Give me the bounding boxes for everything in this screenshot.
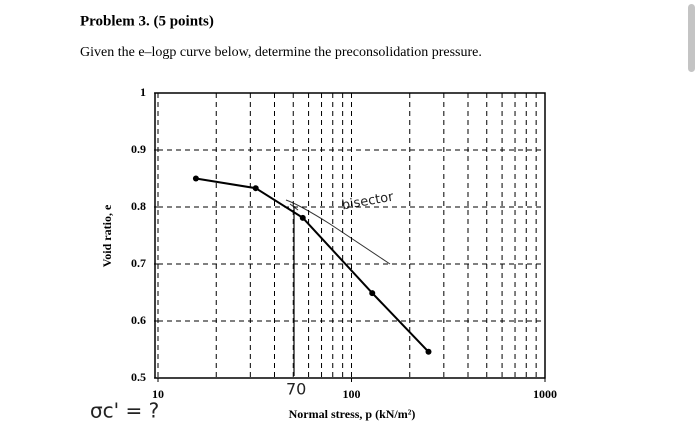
- pressure-note: 70: [286, 380, 306, 399]
- data-point: [252, 185, 259, 192]
- y-tick-label: 0.9: [131, 142, 146, 156]
- x-tick-label: 1000: [533, 387, 557, 401]
- y-axis-label: Void ratio, e: [100, 204, 114, 267]
- data-point: [425, 348, 432, 355]
- data-point: [192, 175, 199, 182]
- y-tick-label: 0.6: [131, 313, 146, 327]
- y-tick-label: 0.5: [131, 370, 146, 384]
- data-point: [299, 214, 306, 221]
- plot-frame: [154, 92, 546, 379]
- scrollbar[interactable]: [688, 4, 695, 72]
- bisector-line: [285, 199, 391, 265]
- x-tick-label: 100: [343, 387, 361, 401]
- x-tick-label: 10: [152, 387, 164, 401]
- answer-note: σc' = ?: [90, 399, 159, 423]
- data-point: [369, 290, 376, 297]
- x-axis-label: Normal stress, p (kN/m²): [289, 407, 416, 421]
- y-tick-label: 0.7: [131, 256, 146, 270]
- y-tick-label: 0.8: [131, 199, 146, 213]
- problem-title: Problem 3. (5 points): [80, 13, 214, 29]
- hand-annotations: [285, 199, 391, 376]
- bisector-note: bisector: [341, 189, 396, 213]
- y-tick-label: 1: [140, 85, 146, 99]
- question-text: Given the e–logp curve below, determine …: [80, 45, 482, 60]
